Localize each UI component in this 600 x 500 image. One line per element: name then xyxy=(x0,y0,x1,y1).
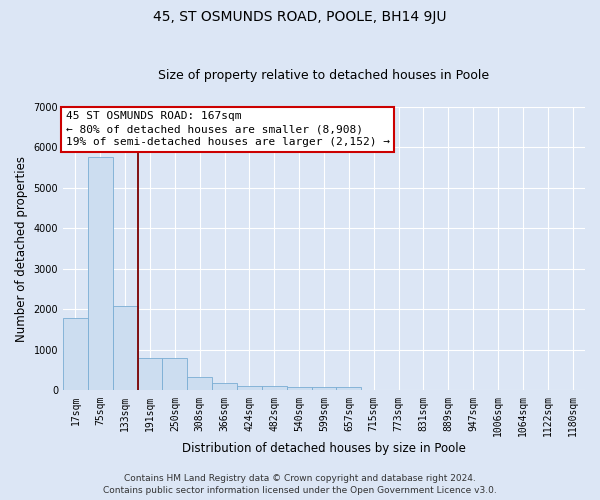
Bar xyxy=(337,386,361,390)
Bar xyxy=(287,386,311,390)
Bar xyxy=(212,382,237,390)
Bar xyxy=(237,386,262,390)
Y-axis label: Number of detached properties: Number of detached properties xyxy=(15,156,28,342)
Bar xyxy=(113,306,137,390)
Bar xyxy=(311,388,337,390)
Bar xyxy=(163,358,187,390)
Bar xyxy=(262,386,287,390)
Text: Contains HM Land Registry data © Crown copyright and database right 2024.
Contai: Contains HM Land Registry data © Crown c… xyxy=(103,474,497,495)
Bar xyxy=(63,318,88,390)
Title: Size of property relative to detached houses in Poole: Size of property relative to detached ho… xyxy=(158,69,490,82)
Bar xyxy=(137,358,163,390)
Text: 45, ST OSMUNDS ROAD, POOLE, BH14 9JU: 45, ST OSMUNDS ROAD, POOLE, BH14 9JU xyxy=(153,10,447,24)
Bar xyxy=(88,156,113,390)
X-axis label: Distribution of detached houses by size in Poole: Distribution of detached houses by size … xyxy=(182,442,466,455)
Text: 45 ST OSMUNDS ROAD: 167sqm
← 80% of detached houses are smaller (8,908)
19% of s: 45 ST OSMUNDS ROAD: 167sqm ← 80% of deta… xyxy=(65,111,389,148)
Bar xyxy=(187,376,212,390)
